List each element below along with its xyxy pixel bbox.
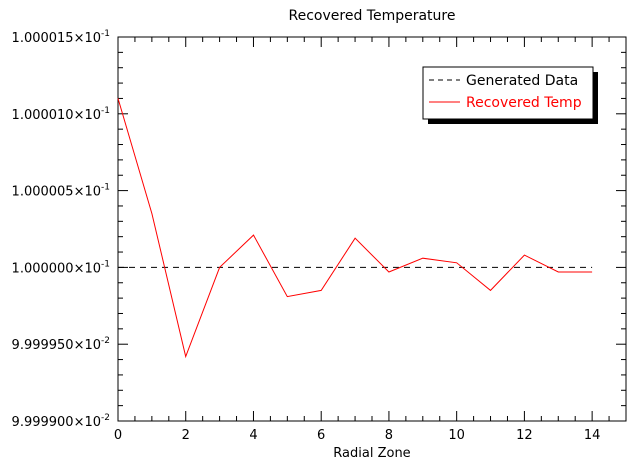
y-tick-label: 9.999900×10-2: [12, 413, 110, 430]
recovered-temp-line: [117, 98, 593, 359]
x-axis-label: Radial Zone: [333, 446, 410, 461]
y-tick-label: 1.000005×10-1: [12, 183, 110, 200]
x-tick-label: 4: [249, 428, 257, 443]
x-tick-label: 0: [114, 428, 122, 443]
x-tick-label: 10: [448, 428, 465, 443]
y-tick-label: 1.000010×10-1: [12, 106, 110, 123]
chart-title: Recovered Temperature: [289, 8, 456, 24]
axis-ticks: 0 2 4 6 8 10 12 14 9.999900×10-2 9.999950×10-2 1.0…: [12, 29, 627, 443]
x-tick-label: 6: [317, 428, 325, 443]
legend-box: [422, 66, 594, 120]
y-tick-label: 1.000000×10-1: [12, 259, 110, 276]
x-tick-label: 12: [516, 428, 533, 443]
y-tick-label: 1.000015×10-1: [12, 29, 110, 46]
x-tick-label: 8: [385, 428, 393, 443]
legend-label-generated: Generated Data: [466, 73, 578, 89]
x-tick-label: 2: [182, 428, 190, 443]
legend: Generated Data Recovered Temp: [422, 66, 598, 124]
x-tick-label: 14: [584, 428, 601, 443]
y-tick-label: 9.999950×10-2: [12, 336, 110, 353]
legend-label-recovered: Recovered Temp: [466, 95, 582, 111]
series-lines: [117, 98, 593, 359]
